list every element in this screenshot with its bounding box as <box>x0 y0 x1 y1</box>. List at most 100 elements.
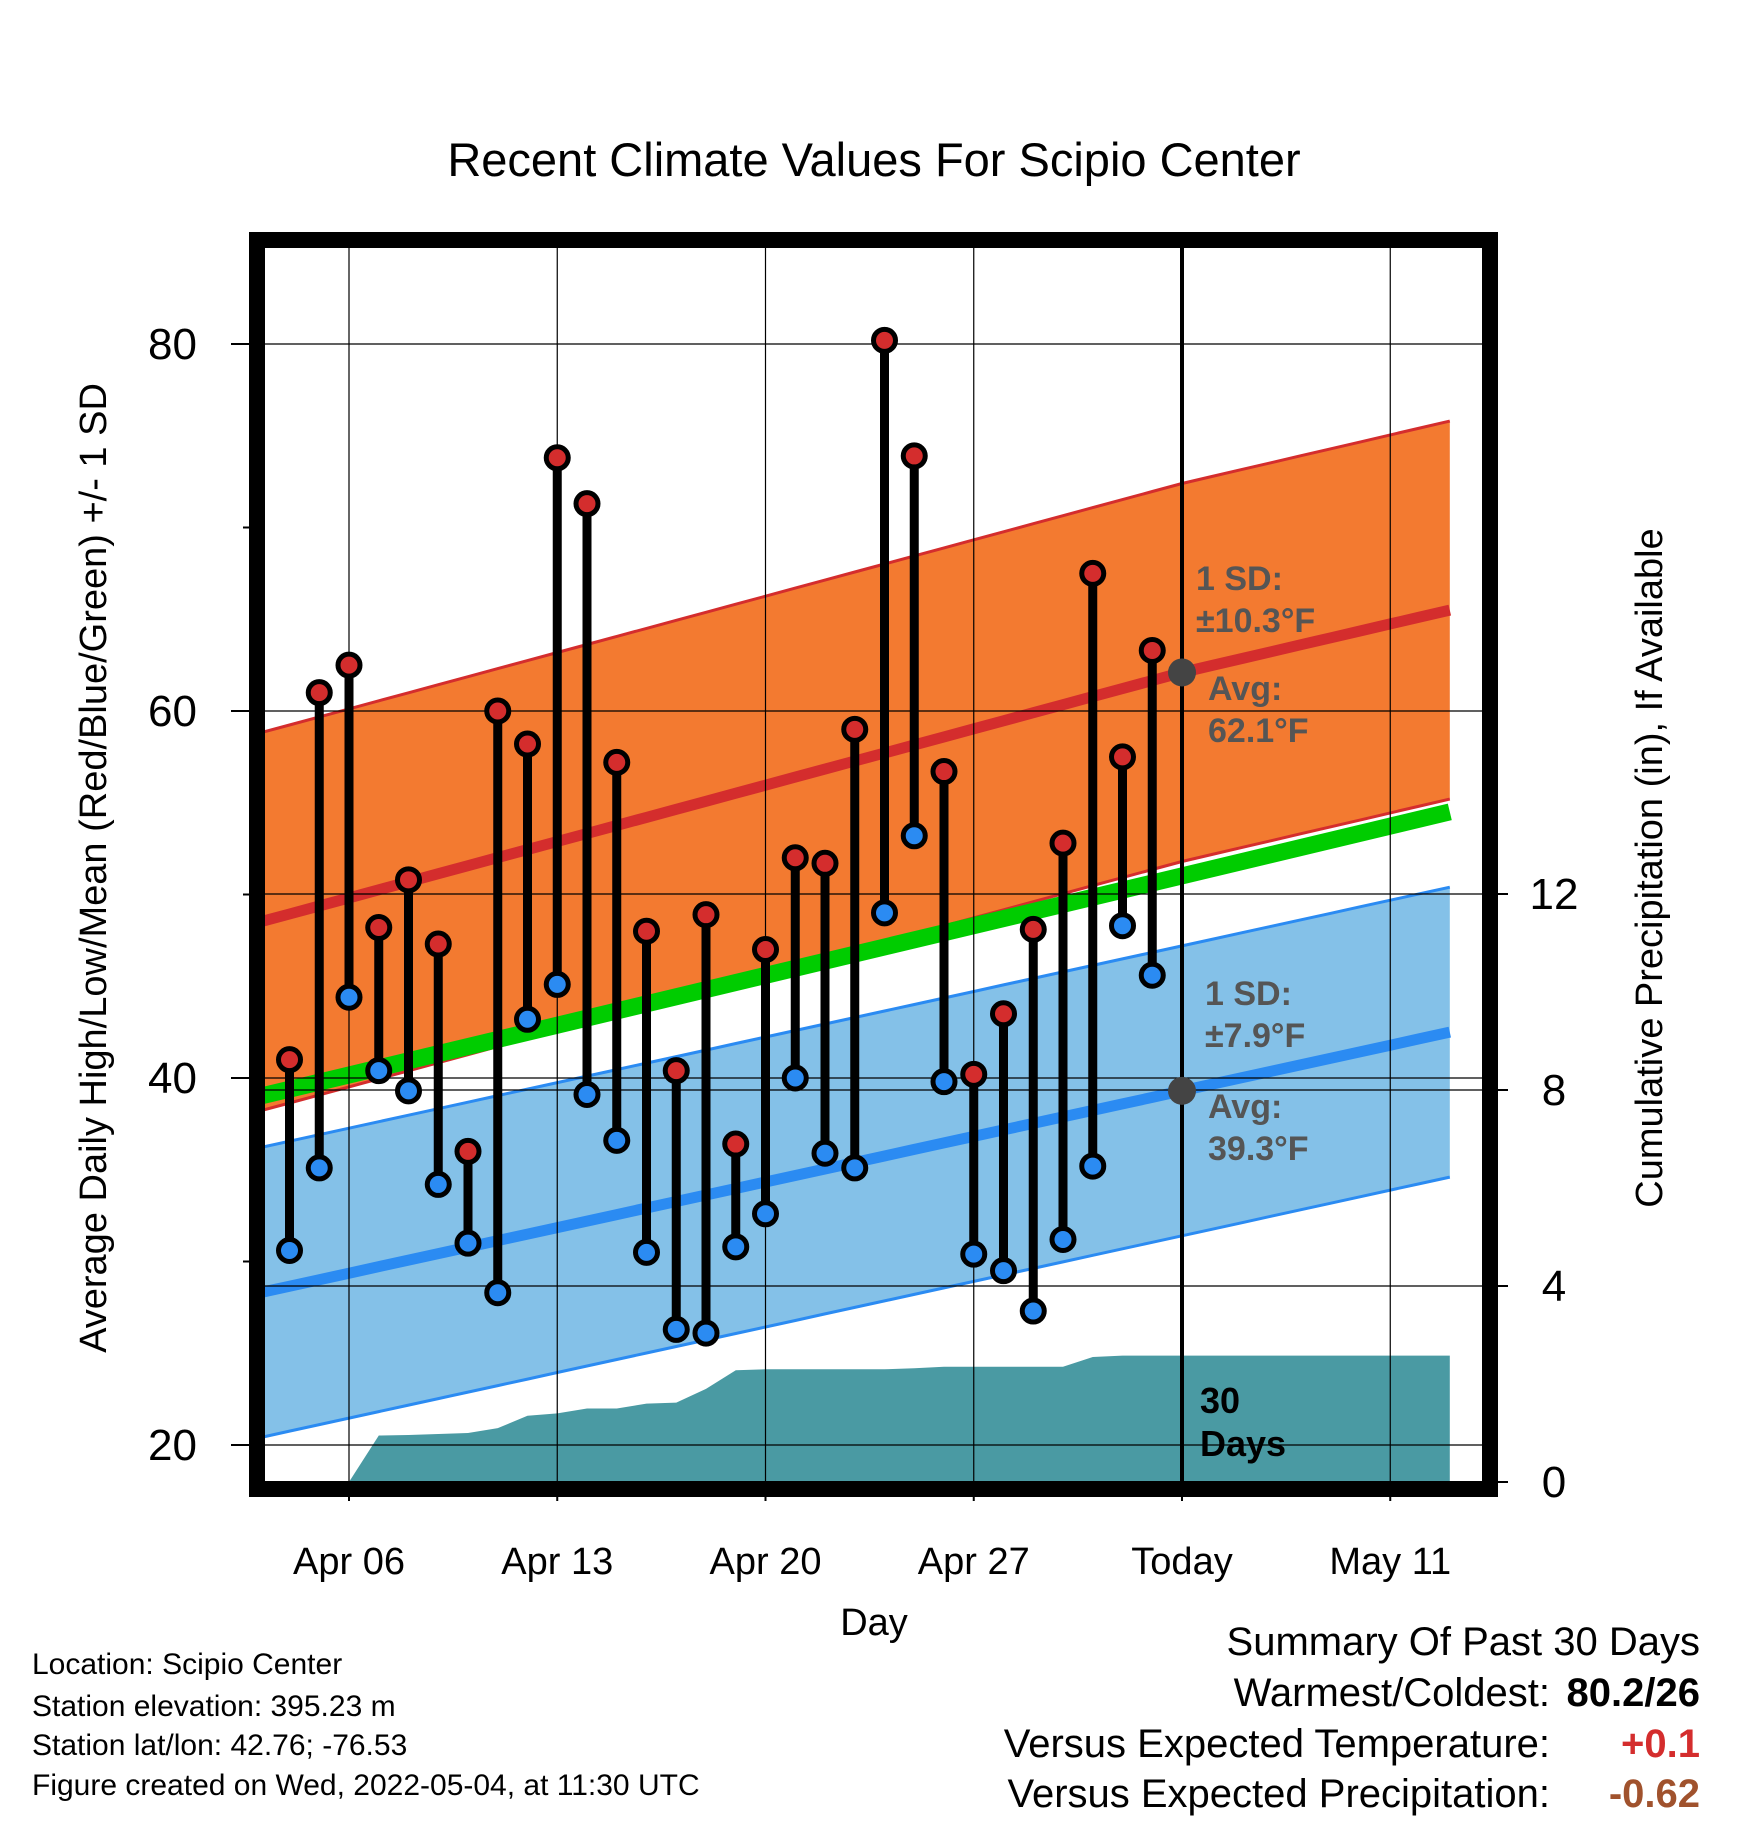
daily-low-point <box>335 983 363 1011</box>
footer-latlon: Station lat/lon: 42.76; -76.53 <box>32 1729 408 1762</box>
daily-high-point <box>365 914 393 942</box>
daily-high-point <box>841 715 869 743</box>
today-high-avg-marker <box>1168 658 1196 687</box>
daily-low-point <box>990 1257 1017 1285</box>
grid <box>265 248 1482 1483</box>
low-sd-label: ±7.9°F <box>1205 1017 1305 1055</box>
y2-tick-label: 12 <box>1530 870 1579 919</box>
daily-low-point <box>811 1139 839 1167</box>
daily-high-point <box>514 730 541 758</box>
daily-high-point <box>930 758 958 786</box>
daily-low-point <box>543 970 571 998</box>
daily-high-point <box>276 1046 303 1074</box>
summary-warmest-label: Warmest/Coldest: <box>1233 1671 1550 1715</box>
daily-low-point <box>276 1236 303 1264</box>
y2-axis-label: Cumulative Precipitation (in), If Availa… <box>1629 528 1671 1207</box>
low-avg-label: Avg: <box>1208 1088 1282 1126</box>
daily-low-point <box>960 1240 988 1268</box>
thirty-days-label: Days <box>1200 1423 1286 1464</box>
footer-elevation: Station elevation: 395.23 m <box>32 1690 396 1723</box>
daily-high-point <box>662 1057 690 1085</box>
summary-temp-value: +0.1 <box>1621 1722 1700 1766</box>
daily-low-point <box>752 1200 779 1228</box>
summary-warmest-value: 80.2/26 <box>1566 1671 1700 1715</box>
daily-high-point <box>1049 829 1077 857</box>
summary-precip-row: Versus Expected Precipitation: -0.62 <box>1007 1774 1700 1814</box>
summary-precip-value: -0.62 <box>1608 1772 1700 1816</box>
plot-frame <box>249 232 1498 1497</box>
summary-warmest-row: Warmest/Coldest: 80.2/26 <box>1234 1673 1700 1713</box>
daily-low-point <box>781 1064 809 1092</box>
summary-title: Summary Of Past 30 Days <box>1226 1620 1700 1664</box>
daily-high-point <box>335 651 363 679</box>
footer-location: Location: Scipio Center <box>32 1648 343 1681</box>
chart-title: Recent Climate Values For Scipio Center <box>447 133 1300 186</box>
daily-low-point <box>1138 961 1166 989</box>
daily-low-point <box>1079 1152 1107 1180</box>
daily-high-point <box>603 748 631 776</box>
daily-high-point <box>454 1137 482 1165</box>
daily-high-point <box>1109 743 1136 771</box>
daily-low-point <box>365 1057 393 1085</box>
plot-border <box>249 232 1498 1497</box>
daily-high-point <box>752 936 779 964</box>
daily-high-point <box>424 930 452 958</box>
high-avg-label: Avg: <box>1208 670 1282 708</box>
daily-low-point <box>633 1238 660 1266</box>
high-avg-label: 62.1°F <box>1208 712 1309 750</box>
daily-low-point <box>395 1077 422 1105</box>
x-tick-label: Apr 13 <box>501 1541 613 1583</box>
daily-low-point <box>573 1081 601 1109</box>
daily-low-point <box>841 1154 869 1182</box>
x-tick-label: May 11 <box>1329 1541 1451 1583</box>
daily-low-point <box>603 1126 631 1154</box>
daily-high-point <box>722 1130 750 1158</box>
summary-temp-label: Versus Expected Temperature: <box>1003 1722 1550 1766</box>
x-tick-label: Apr 27 <box>918 1541 1030 1583</box>
y-tick-label: 60 <box>148 687 197 736</box>
y-tick-label: 40 <box>148 1054 197 1103</box>
thirty-days-label: 30 <box>1200 1380 1240 1421</box>
low-band-lower-edge <box>265 1175 1451 1439</box>
daily-high-point <box>781 844 809 872</box>
x-tick-label: Apr 06 <box>293 1541 405 1583</box>
daily-high-point <box>990 1000 1017 1028</box>
daily-high-point <box>960 1060 988 1088</box>
y2-tick-label: 4 <box>1542 1262 1566 1311</box>
daily-low-point <box>900 822 928 850</box>
daily-low-point <box>930 1068 958 1096</box>
high-sd-label: ±10.3°F <box>1196 602 1315 640</box>
daily-high-point <box>811 849 839 877</box>
daily-low-point <box>662 1315 690 1343</box>
daily-high-point <box>871 326 898 354</box>
daily-high-point <box>692 901 720 929</box>
daily-high-point <box>1019 915 1047 943</box>
daily-low-point <box>871 899 898 927</box>
daily-high-point <box>395 866 422 894</box>
daily-high-point <box>1138 636 1166 664</box>
annotations: 1 SD: ±10.3°F Avg: 62.1°F 1 SD: ±7.9°F Avg: 39.… <box>1168 560 1315 1464</box>
daily-low-point <box>514 1005 541 1033</box>
daily-low-point <box>722 1233 750 1261</box>
low-avg-label: 39.3°F <box>1208 1130 1309 1168</box>
observations <box>276 326 1166 1347</box>
x-tick-label: Apr 20 <box>710 1541 822 1583</box>
y-tick-label: 20 <box>148 1421 197 1470</box>
x-axis-label: Day <box>840 1602 908 1644</box>
cumulative-precip-area <box>349 1355 1450 1481</box>
daily-high-point <box>573 490 601 518</box>
high-band-upper-edge <box>265 419 1451 734</box>
summary-precip-label: Versus Expected Precipitation: <box>1007 1772 1550 1816</box>
x-tick-label: Today <box>1131 1541 1232 1583</box>
daily-high-point <box>633 917 660 945</box>
y2-tick-label: 8 <box>1542 1066 1566 1115</box>
low-sd-label: 1 SD: <box>1205 975 1292 1013</box>
daily-low-point <box>484 1279 512 1307</box>
y2-tick-label: 0 <box>1542 1458 1566 1507</box>
daily-low-point <box>1019 1297 1047 1325</box>
daily-low-point <box>305 1154 333 1182</box>
today-low-avg-marker <box>1168 1076 1196 1105</box>
daily-low-point <box>1049 1225 1077 1253</box>
precip-area <box>349 1355 1450 1481</box>
footer-created: Figure created on Wed, 2022-05-04, at 11… <box>32 1769 700 1802</box>
